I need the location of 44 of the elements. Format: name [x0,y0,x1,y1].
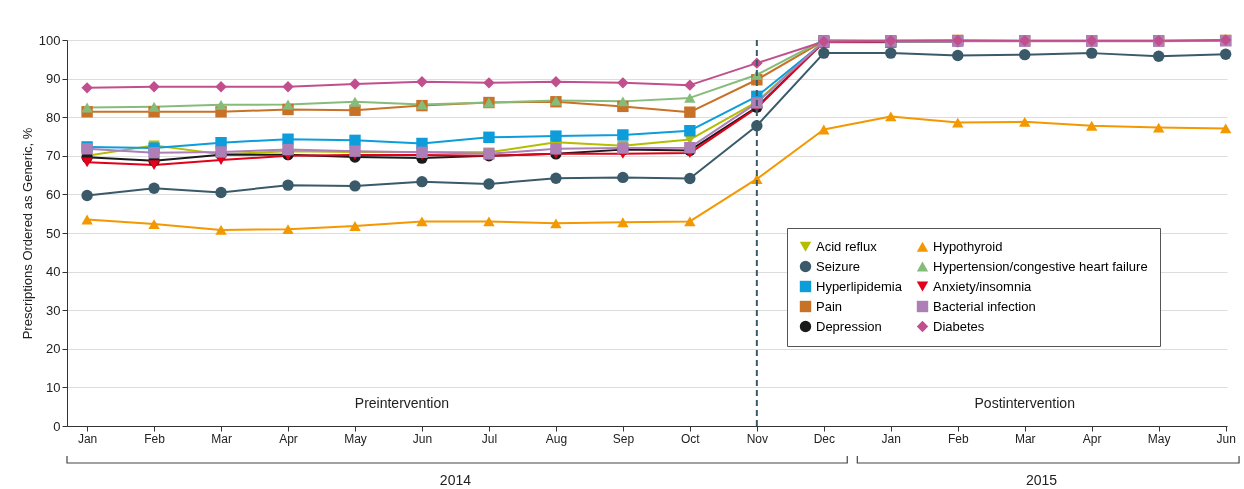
y-tick-label: 10 [46,379,61,395]
x-tick-label: Jun [1216,431,1236,446]
x-tick-label: Jan [77,431,98,446]
legend-label: Hypertension/congestive heart failure [933,258,1148,274]
legend-label: Diabetes [933,318,985,334]
legend-label: Acid reflux [816,238,878,254]
x-tick-label: Apr [279,431,298,446]
legend-label: Pain [816,298,843,314]
x-tick-label: Jul [481,431,498,446]
text: 2015 [1025,472,1058,488]
y-tick-label: 100 [38,32,61,48]
x-tick-label: Mar [211,431,232,446]
y-tick-label: 70 [46,148,61,164]
annotation: Postintervention [974,395,1075,411]
y-tick-label: 50 [46,225,61,241]
x-tick-label: Aug [545,431,568,446]
legend-label: Seizure [816,258,861,274]
x-tick-label: Dec [813,431,835,446]
x-tick-label: Jan [881,431,901,446]
text: 2014 [439,472,472,488]
legend-label: Depression [816,318,882,334]
legend-label: Bacterial infection [933,298,1036,314]
x-tick-label: May [1147,431,1171,446]
x-tick-label: Oct [681,431,701,446]
legend-label: Hyperlipidemia [816,278,903,294]
x-tick-label: Feb [947,431,969,446]
y-tick-label: 30 [46,302,61,318]
y-tick-label: 90 [46,71,61,87]
x-tick-label: Feb [144,431,166,446]
y-tick-label: 20 [46,341,61,357]
y-tick-label: 0 [53,418,61,434]
x-tick-label: Mar [1014,431,1036,446]
x-tick-label: Sep [612,431,635,446]
annotation: Preintervention [354,395,449,411]
x-tick-label: Apr [1082,431,1102,446]
x-tick-label: Nov [746,431,769,446]
legend-label: Anxiety/insomnia [933,278,1033,294]
y-axis-title: Prescriptions Ordered as Generic, % [19,127,35,340]
y-tick-label: 40 [46,264,61,280]
y-tick-label: 80 [46,109,61,125]
y-tick-label: 60 [46,186,61,202]
legend-label: Hypothyroid [933,238,1003,254]
x-tick-label: Jun [412,431,433,446]
x-tick-label: May [344,431,367,446]
